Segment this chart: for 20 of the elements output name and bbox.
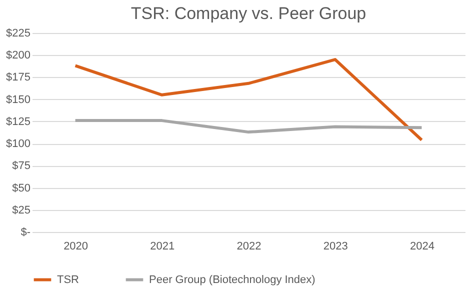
y-tick-label: $75 xyxy=(12,160,30,172)
y-tick-label: $25 xyxy=(12,204,30,216)
x-tick-label: 2020 xyxy=(64,240,88,252)
y-tick-label: $150 xyxy=(6,94,30,106)
y-tick-label: $- xyxy=(20,226,31,238)
y-tick-label: $225 xyxy=(6,28,30,40)
x-tick-label: 2022 xyxy=(236,240,262,252)
x-tick-label: 2024 xyxy=(410,240,434,252)
legend-label: TSR xyxy=(57,274,80,286)
y-tick-label: $50 xyxy=(12,182,30,194)
y-tick-label: $175 xyxy=(6,72,30,84)
y-tick-label: $200 xyxy=(6,50,30,62)
line-series xyxy=(74,58,424,142)
line-series xyxy=(74,119,424,134)
x-tick-label: 2023 xyxy=(323,240,348,252)
y-tick-label: $125 xyxy=(6,116,30,128)
x-tick-label: 2021 xyxy=(150,240,175,252)
y-tick-label: $100 xyxy=(6,138,30,150)
legend-label: Peer Group (Biotechnology Index) xyxy=(149,274,316,286)
chart-title: TSR: Company vs. Peer Group xyxy=(130,4,366,23)
